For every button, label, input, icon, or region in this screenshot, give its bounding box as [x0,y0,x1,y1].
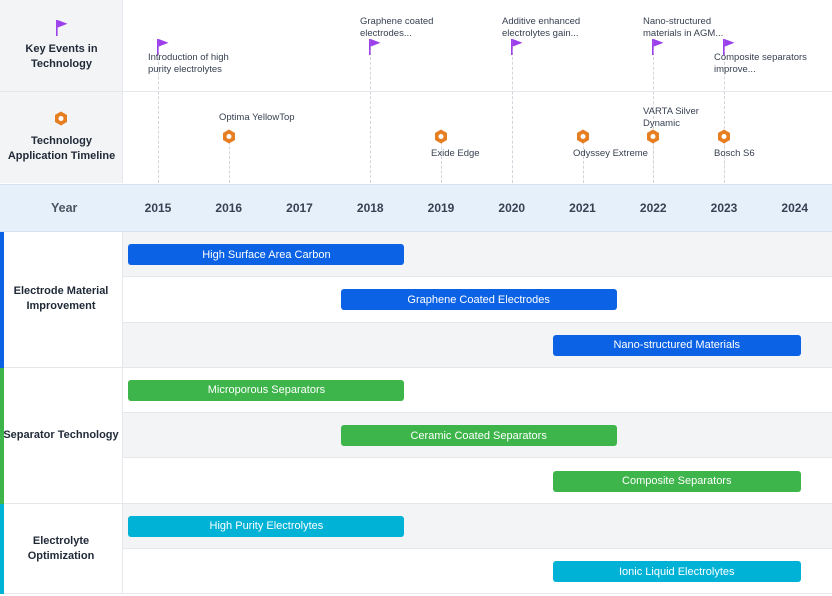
application-label: VARTA Silver Dynamic [643,106,713,130]
gantt-bar: High Surface Area Carbon [128,244,404,265]
year-tick-label: 2021 [563,201,603,215]
key-event-label: Additive enhanced electrolytes gain... [502,16,592,40]
flag-icon [368,39,382,55]
event-guide-line [370,47,371,183]
key-event-label: Graphene coated electrodes... [360,16,450,40]
flag-icon [510,39,524,55]
year-tick-label: 2024 [775,201,815,215]
year-tick-label: 2019 [421,201,461,215]
gantt-bar: Microporous Separators [128,380,404,401]
category-accent-bar [0,232,4,368]
hexagon-icon [646,129,660,144]
gantt-bar: Ionic Liquid Electrolytes [553,561,801,582]
application-label: Bosch S6 [714,148,804,160]
hexagon-icon [222,129,236,144]
gantt-bar: Ceramic Coated Separators [341,425,617,446]
key-events-label: Key Events in Technology [0,42,123,72]
year-axis-title: Year [51,201,77,215]
hexagon-icon [54,111,68,126]
application-label: Odyssey Extreme [573,148,663,160]
gantt-bar: High Purity Electrolytes [128,516,404,537]
hexagon-icon [434,129,448,144]
year-tick-label: 2016 [209,201,249,215]
category-accent-bar [0,504,4,595]
event-guide-line [512,47,513,183]
year-tick-label: 2023 [704,201,744,215]
hexagon-icon [576,129,590,144]
category-label: Separator Technology [0,368,123,504]
divider [0,91,832,92]
key-event-label: Nano-structured materials in AGM... [643,16,733,40]
key-event-label: Composite separators improve... [714,52,814,76]
hexagon-icon [717,129,731,144]
gantt-bar: Composite Separators [553,471,801,492]
gantt-bar: Nano-structured Materials [553,335,801,356]
year-tick-label: 2020 [492,201,532,215]
key-event-label: Introduction of high purity electrolytes [148,52,248,76]
flag-icon [651,39,665,55]
flag-icon [55,20,69,36]
category-label: Electrolyte Optimization [0,504,123,595]
application-label: Optima YellowTop [219,112,309,124]
application-timeline-label: Technology Application Timeline [0,134,123,164]
gantt-bar: Graphene Coated Electrodes [341,289,617,310]
category-accent-bar [0,368,4,504]
category-label: Electrode Material Improvement [0,232,123,368]
year-tick-label: 2015 [138,201,178,215]
year-tick-label: 2017 [280,201,320,215]
year-tick-label: 2018 [350,201,390,215]
year-tick-label: 2022 [633,201,673,215]
application-label: Exide Edge [431,148,521,160]
